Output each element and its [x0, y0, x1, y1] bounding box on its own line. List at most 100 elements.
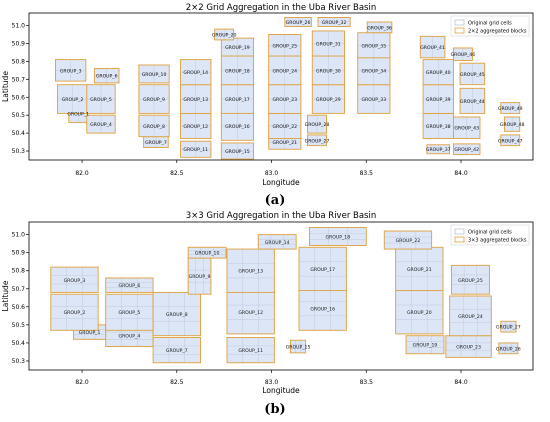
- block-outline: [268, 34, 302, 57]
- y-tick-label: 50.5: [12, 112, 26, 119]
- block-outline: [452, 116, 481, 139]
- block-label: GROUP_4: [119, 334, 141, 340]
- block-label: GROUP_25: [272, 43, 297, 49]
- block-label: GROUP_2: [62, 97, 84, 103]
- y-tick-label: 50.6: [12, 94, 26, 101]
- block-label: GROUP_20: [407, 310, 432, 316]
- block-label: GROUP_15: [225, 149, 250, 155]
- x-tick-label: 82.0: [75, 170, 89, 177]
- y-tick-label: 50.7: [12, 286, 26, 293]
- block-label: GROUP_24: [458, 314, 483, 320]
- block-label: GROUP_5: [119, 310, 141, 316]
- x-tick-label: 83.5: [360, 379, 374, 386]
- block-outline: [220, 142, 254, 160]
- block-label: GROUP_1: [79, 330, 101, 336]
- block-outline: [498, 342, 519, 355]
- block-outline: [226, 248, 275, 293]
- block-label: GROUP_27: [305, 138, 330, 144]
- block-outline: [452, 143, 481, 156]
- block-outline: [152, 337, 201, 364]
- block-outline: [180, 59, 212, 86]
- chart-title: 3×3 Grid Aggregation in the Uba River Ba…: [186, 211, 376, 221]
- block-label: GROUP_6: [119, 283, 141, 289]
- block-label: GROUP_41: [420, 45, 445, 51]
- block-outline: [138, 114, 170, 138]
- block-label: GROUP_17: [225, 97, 250, 103]
- block-label: GROUP_18: [326, 234, 351, 240]
- block-outline: [220, 37, 254, 57]
- block-outline: [86, 114, 116, 134]
- x-axis-label: Longitude: [262, 386, 300, 395]
- block-outline: [187, 246, 227, 259]
- y-tick-label: 50.9: [12, 250, 26, 257]
- block-label: GROUP_43: [454, 126, 479, 132]
- block-outline: [311, 30, 345, 57]
- block-label: GROUP_40: [426, 70, 451, 76]
- y-tick-label: 50.4: [12, 340, 26, 347]
- y-tick-label: 50.6: [12, 304, 26, 311]
- block-label: GROUP_33: [362, 97, 387, 103]
- x-tick-label: 82.5: [170, 379, 184, 386]
- block-outline: [226, 337, 275, 364]
- block-outline: [138, 64, 170, 84]
- legend-entry: Original grid cells: [468, 230, 512, 236]
- block-label: GROUP_27: [496, 325, 521, 331]
- legend-swatch-blocks: [454, 27, 465, 34]
- block-label: GROUP_48: [500, 122, 525, 128]
- block-outline: [383, 230, 433, 250]
- y-tick-label: 50.8: [12, 268, 26, 275]
- y-tick-label: 50.3: [12, 148, 26, 155]
- y-tick-label: 50.9: [12, 40, 26, 47]
- block-label: GROUP_49: [498, 106, 523, 112]
- block-label: GROUP_26: [496, 346, 521, 352]
- grid-cell: [298, 247, 347, 291]
- block-label: GROUP_12: [183, 124, 208, 130]
- block-outline: [55, 59, 87, 82]
- block-outline: [500, 320, 517, 333]
- block-label: GROUP_16: [310, 307, 335, 313]
- y-tick-label: 50.3: [12, 358, 26, 365]
- block-label: GROUP_21: [407, 267, 432, 273]
- block-label: GROUP_23: [272, 97, 297, 103]
- block-outline: [426, 144, 451, 155]
- grid-cell: [226, 248, 275, 293]
- block-label: GROUP_28: [305, 122, 330, 128]
- block-outline: [307, 134, 327, 147]
- block-label: GROUP_8: [166, 312, 188, 318]
- legend-box: [450, 224, 530, 246]
- x-tick-label: 83.0: [265, 170, 279, 177]
- block-outline: [308, 226, 367, 246]
- block-label: GROUP_14: [183, 70, 208, 76]
- block-outline: [451, 264, 490, 295]
- chart-panel-a: 2×2 Grid Aggregation in the Uba River Ba…: [1, 3, 534, 187]
- block-outline: [152, 291, 201, 337]
- y-axis-label: Latitude: [1, 71, 10, 102]
- block-label: GROUP_11: [183, 147, 208, 153]
- block-outline: [290, 339, 307, 354]
- block-outline: [138, 84, 170, 114]
- x-tick-label: 82.0: [75, 379, 89, 386]
- chart-title: 2×2 Grid Aggregation in the Uba River Ba…: [186, 3, 376, 13]
- block-outline: [86, 84, 116, 114]
- block-label: GROUP_30: [316, 68, 341, 74]
- axes-frame: [28, 12, 534, 161]
- block-label: GROUP_19: [225, 45, 250, 51]
- block-outline: [459, 87, 486, 114]
- block-outline: [284, 17, 312, 27]
- block-label: GROUP_35: [362, 43, 387, 49]
- block-label: GROUP_46: [451, 52, 476, 58]
- y-tick-label: 50.7: [12, 76, 26, 83]
- y-tick-label: 51.0: [12, 23, 26, 30]
- block-label: GROUP_42: [454, 147, 479, 153]
- aggregated-blocks: GROUP_1 GROUP_2 GROUP_3 GROUP_4 GROUP_5 GROUP…: [50, 226, 521, 364]
- block-label: GROUP_47: [498, 138, 523, 144]
- grid-cell: [105, 293, 154, 331]
- block-label: GROUP_1: [67, 111, 89, 117]
- grid-cell: [50, 266, 99, 293]
- legend: Original grid cells 2×2 aggregated blocks: [450, 15, 530, 37]
- caption-b: (b): [264, 402, 286, 417]
- block-label: GROUP_6: [96, 74, 118, 80]
- block-outline: [105, 277, 154, 293]
- block-label: GROUP_15: [286, 345, 311, 351]
